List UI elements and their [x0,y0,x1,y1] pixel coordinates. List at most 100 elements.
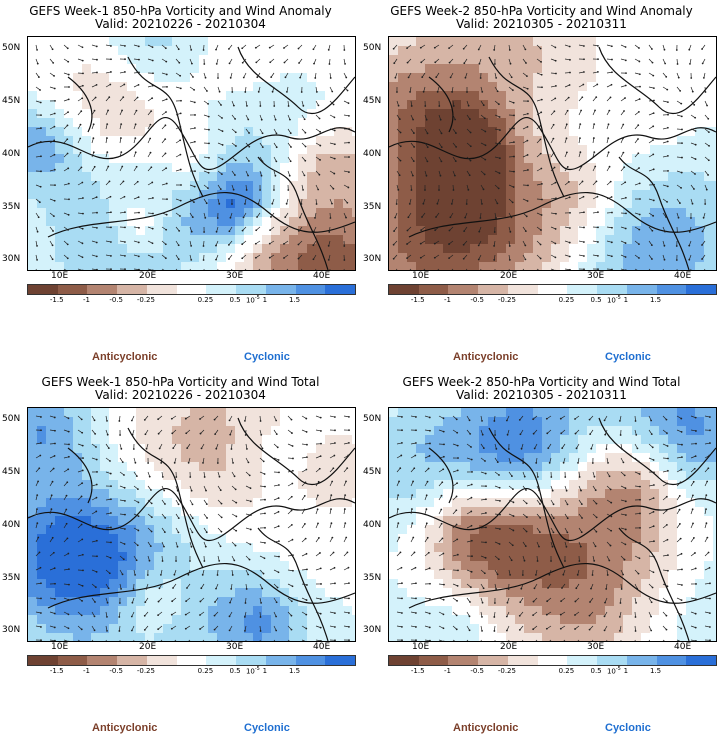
colorbar-swatch [206,285,237,294]
map-panel: GEFS Week-2 850-hPa Vorticity and Wind T… [361,371,722,742]
colorbar-swatch [146,285,177,294]
panel-title: GEFS Week-2 850-hPa Vorticity and Wind A… [390,4,693,18]
colorbar-tick-label: -0.5 [109,667,124,675]
colorbar-tick-label: -1.5 [410,296,425,304]
colorbar-tick-label: -0.25 [136,667,155,675]
latitude-label: 35N [2,202,21,212]
colorbar-swatch [87,656,118,665]
colorbar-unit: 10-5 [246,295,260,304]
colorbar-swatch [507,656,538,665]
panel-title: GEFS Week-1 850-hPa Vorticity and Wind A… [29,4,332,18]
legend-cyclonic: Cyclonic [605,722,651,734]
longitude-label: 30E [226,642,244,652]
latitude-label: 30N [363,625,382,635]
longitude-label: 20E [139,271,157,281]
colorbar-tick-label: -0.25 [136,296,155,304]
legend-cyclonic: Cyclonic [605,351,651,363]
latitude-label: 40N [2,149,21,159]
colorbar-unit-base: 10 [245,667,255,676]
colorbar-tick-label: 0.5 [590,296,602,304]
colorbar-unit: 10-5 [607,295,621,304]
colorbar-tick-label: 1.5 [649,296,662,304]
colorbar-unit: 10-5 [246,666,260,675]
colorbar-tick-label: 1.5 [288,667,301,675]
colorbar-tick-label: 1 [623,667,629,675]
colorbar-tick-label: 0.25 [558,667,575,675]
latitude-label: 40N [2,520,21,530]
colorbar-swatch [325,656,356,665]
longitude-label: 20E [500,271,518,281]
latitude-label: 45N [2,467,21,477]
legend-anticyclonic: Anticyclonic [453,351,519,363]
colorbar [27,655,356,666]
colorbar-unit-exponent: -5 [615,666,621,672]
colorbar-tick-label: 0.5 [229,296,241,304]
colorbar-tick-label: 1.5 [649,667,662,675]
panel-valid-dates: Valid: 20210226 - 20210304 [95,17,266,31]
colorbar-swatch [656,656,687,665]
longitude-label: 40E [674,271,692,281]
latitude-label: 35N [2,573,21,583]
colorbar-unit-base: 10 [245,296,255,305]
latitude-label: 50N [363,43,382,53]
legend-cyclonic: Cyclonic [244,722,290,734]
longitude-label: 10E [412,271,430,281]
colorbar-unit-base: 10 [606,296,616,305]
colorbar-tick-label: -1.5 [49,667,64,675]
colorbar-swatch [626,285,657,294]
colorbar-tick-label: -0.25 [497,296,516,304]
legend-anticyclonic: Anticyclonic [453,722,519,734]
colorbar-tick-label: 0.25 [197,667,214,675]
latitude-label: 50N [363,414,382,424]
colorbar-swatch [265,285,296,294]
colorbar-swatch [176,285,207,294]
longitude-label: 10E [51,642,69,652]
colorbar-swatch [117,285,147,294]
longitude-label: 10E [51,271,69,281]
colorbar-tick-label: 1 [262,667,268,675]
latitude-label: 45N [2,96,21,106]
colorbar-tick-label: 0.5 [229,667,241,675]
colorbar-swatch [176,656,207,665]
colorbar-swatch [236,656,266,665]
colorbar [388,284,717,295]
colorbar-swatch [478,285,508,294]
colorbar-tick-label: -0.5 [470,667,485,675]
colorbar-tick-label: -1.5 [49,296,64,304]
colorbar-tick-label: -1.5 [410,667,425,675]
colorbar-unit-base: 10 [606,667,616,676]
colorbar [27,284,356,295]
colorbar-tick-label: 0.5 [590,667,602,675]
longitude-label: 40E [674,642,692,652]
legend-anticyclonic: Anticyclonic [92,722,158,734]
latitude-label: 40N [363,520,382,530]
colorbar-swatch [146,656,177,665]
latitude-label: 45N [363,96,382,106]
colorbar-swatch [57,285,88,294]
colorbar-swatch [295,285,326,294]
colorbar-tick-label: 1 [623,296,629,304]
colorbar [388,655,717,666]
colorbar-swatch [686,656,717,665]
vorticity-map [27,407,356,642]
colorbar-swatch [656,285,687,294]
legend-anticyclonic: Anticyclonic [92,351,158,363]
colorbar-swatch [626,656,657,665]
longitude-label: 40E [313,271,331,281]
colorbar-swatch [389,285,419,294]
colorbar-tick-label: 0.25 [558,296,575,304]
colorbar-swatch [597,656,627,665]
map-panel: GEFS Week-1 850-hPa Vorticity and Wind A… [0,0,361,371]
colorbar-swatch [28,285,58,294]
colorbar-tick-label: -1 [82,296,90,304]
longitude-label: 20E [139,642,157,652]
longitude-label: 30E [587,271,605,281]
colorbar-swatch [686,285,717,294]
colorbar-tick-label: 0.25 [197,296,214,304]
colorbar-tick-label: 1.5 [288,296,301,304]
latitude-label: 50N [2,43,21,53]
colorbar-swatch [418,285,449,294]
colorbar-swatch [265,656,296,665]
colorbar-unit: 10-5 [607,666,621,675]
colorbar-unit-exponent: -5 [615,295,621,301]
